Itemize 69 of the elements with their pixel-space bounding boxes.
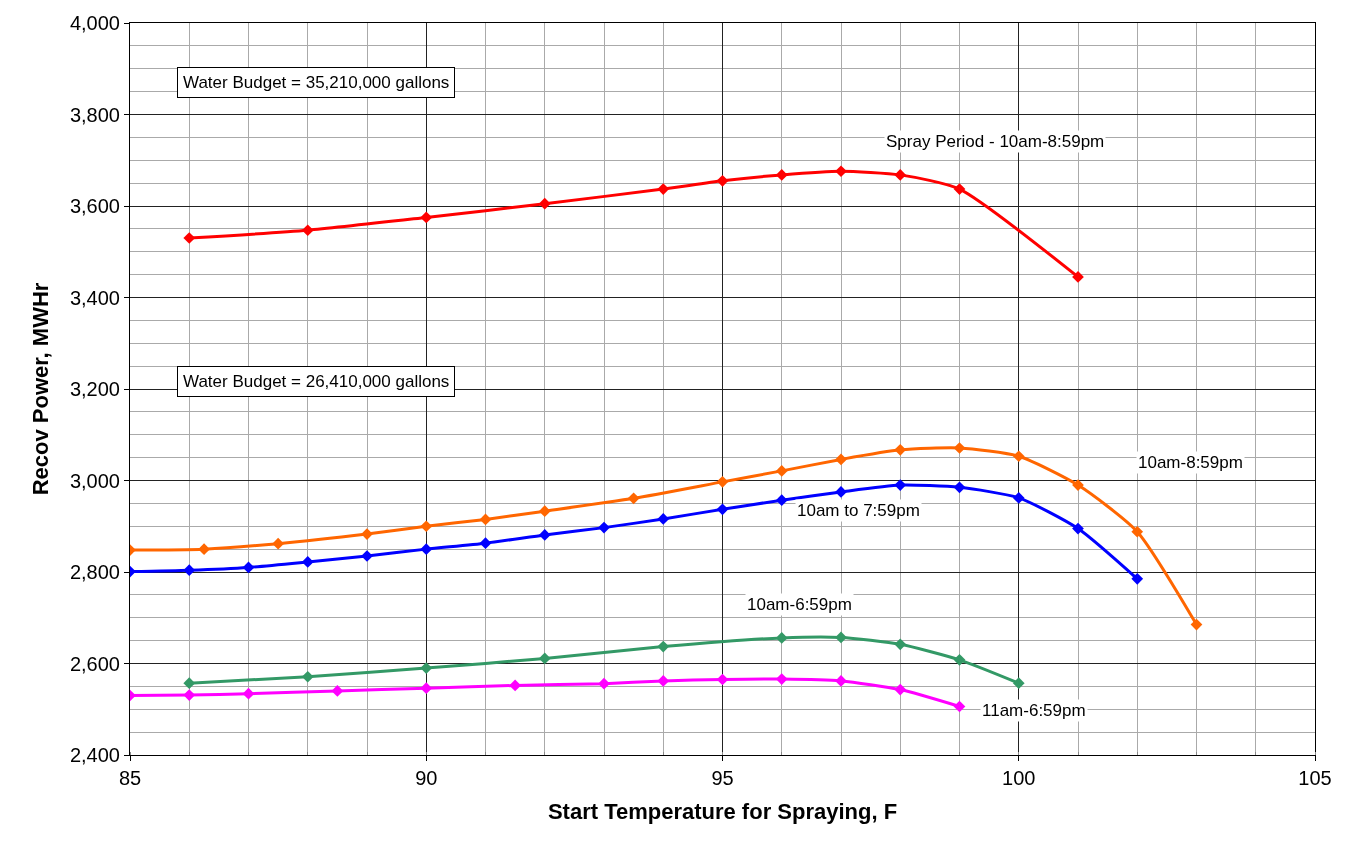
x-tick-label: 100 <box>1002 767 1036 789</box>
point <box>657 640 670 653</box>
x-tick-label: 85 <box>118 767 142 789</box>
point <box>242 561 255 574</box>
point <box>1131 525 1144 538</box>
y-tick-label: 2,800 <box>69 561 120 583</box>
point <box>479 537 492 550</box>
series-label: 11am-6:59pm <box>982 701 1086 720</box>
y-tick-label: 4,000 <box>69 12 120 34</box>
point <box>198 543 210 555</box>
point <box>538 505 551 517</box>
point <box>538 529 551 541</box>
point <box>835 453 847 466</box>
y-tick-label: 2,400 <box>69 744 120 766</box>
point <box>598 677 610 690</box>
y-tick-label: 2,600 <box>69 652 120 675</box>
point <box>1190 618 1203 631</box>
y-tick-label: 3,000 <box>69 469 120 492</box>
point <box>953 700 966 713</box>
annotation: Water Budget = 35,210,000 gallons <box>183 73 450 92</box>
y-tick-label: 3,400 <box>69 286 120 309</box>
point <box>538 652 551 665</box>
point <box>183 677 196 690</box>
x-tick-label: 105 <box>1298 767 1332 789</box>
point <box>420 211 433 224</box>
point <box>775 494 788 507</box>
point <box>894 169 907 181</box>
point <box>598 521 610 534</box>
series-label: Spray Period - 10am-8:59pm <box>886 132 1105 151</box>
point <box>1131 573 1144 585</box>
series-label: 10am-6:59pm <box>747 595 852 614</box>
point <box>509 679 521 692</box>
point <box>272 537 284 550</box>
point <box>716 503 729 516</box>
x-axis-title: Start Temperature for Spraying, F <box>547 798 898 824</box>
point <box>657 513 670 525</box>
point <box>835 631 847 644</box>
y-axis-title: Recov Power, MWHr <box>27 282 53 496</box>
y-tick-label: 3,200 <box>69 378 120 400</box>
x-tick-label: 90 <box>415 767 438 789</box>
point <box>953 481 966 494</box>
point <box>1012 492 1025 504</box>
point <box>301 670 314 683</box>
point <box>716 476 729 488</box>
point <box>538 197 551 210</box>
point <box>953 183 966 195</box>
point <box>835 165 847 178</box>
point <box>775 465 788 477</box>
point <box>301 224 314 237</box>
point <box>1012 677 1025 690</box>
series-label: 10am to 7:59pm <box>797 501 920 520</box>
point <box>657 183 670 195</box>
point <box>627 492 640 505</box>
annotation: Water Budget = 26,410,000 gallons <box>183 372 450 391</box>
point <box>420 543 433 555</box>
y-tick-label: 3,600 <box>69 195 120 217</box>
point <box>479 513 492 526</box>
point <box>1072 522 1084 535</box>
x-tick-label: 95 <box>711 767 734 789</box>
text: 10am-8:59pm <box>1138 453 1243 472</box>
y-tick-label: 3,800 <box>69 103 120 126</box>
point <box>420 682 433 695</box>
point <box>894 683 907 696</box>
point <box>894 638 907 651</box>
point <box>716 174 729 187</box>
point <box>953 653 966 666</box>
point <box>420 520 433 533</box>
point <box>1012 450 1025 463</box>
point <box>953 442 966 454</box>
